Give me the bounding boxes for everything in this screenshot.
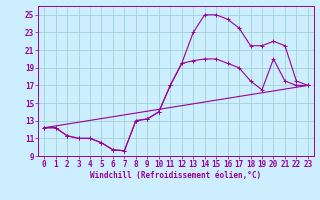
X-axis label: Windchill (Refroidissement éolien,°C): Windchill (Refroidissement éolien,°C) <box>91 171 261 180</box>
